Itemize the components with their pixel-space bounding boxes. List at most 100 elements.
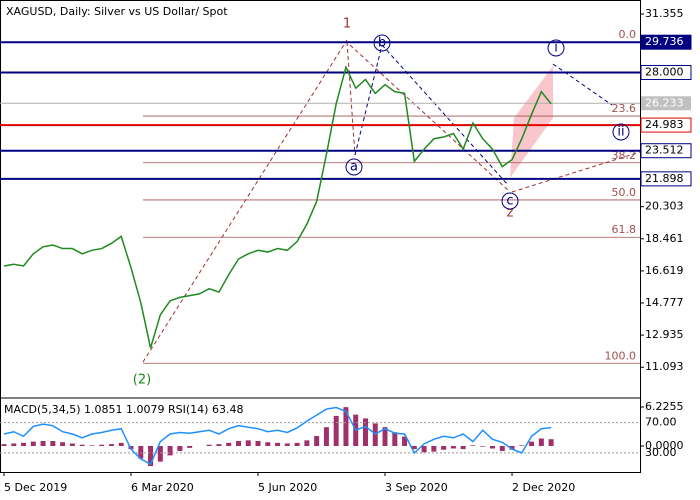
wave-label: a bbox=[350, 160, 358, 175]
wave-circle bbox=[345, 158, 363, 176]
macd-bar bbox=[509, 445, 515, 450]
macd-bar bbox=[245, 440, 251, 446]
macd-bar bbox=[1, 444, 7, 446]
wave-label: (2) bbox=[133, 373, 151, 388]
wave-line bbox=[349, 44, 509, 191]
rsi-tick-label: 70.00 bbox=[645, 416, 677, 429]
x-tick-label: 2 Dec 2020 bbox=[512, 481, 575, 494]
macd-bar bbox=[89, 445, 95, 446]
macd-bar bbox=[60, 442, 66, 446]
macd-bar bbox=[226, 442, 232, 446]
level-box bbox=[640, 117, 692, 133]
y-tick-label: 11.093 bbox=[645, 360, 684, 373]
chart-title: XAGUSD, Daily: Silver vs US Dollar/ Spot bbox=[6, 5, 228, 18]
macd-bar bbox=[21, 442, 27, 446]
price-line bbox=[3, 65, 552, 349]
macd-bar bbox=[460, 445, 466, 450]
macd-bar bbox=[441, 445, 447, 450]
wave-lines bbox=[142, 39, 641, 363]
macd-bar bbox=[538, 438, 544, 446]
fib-label: 100.0 bbox=[605, 349, 637, 362]
macd-bar bbox=[548, 439, 554, 446]
macd-bar bbox=[402, 436, 408, 446]
wave-label: ii bbox=[617, 125, 624, 140]
macd-bar bbox=[50, 440, 56, 446]
level-box bbox=[640, 143, 692, 159]
y-tick-label: 12.935 bbox=[645, 328, 684, 341]
x-tick-label: 3 Sep 2020 bbox=[385, 481, 448, 494]
macd-bar bbox=[30, 441, 36, 446]
macd-bar bbox=[480, 445, 486, 447]
macd-bar bbox=[235, 440, 241, 446]
macd-bar bbox=[343, 407, 349, 446]
y-tick-label: 18.461 bbox=[645, 232, 684, 245]
macd-bar bbox=[108, 444, 114, 446]
wave-line bbox=[552, 63, 613, 106]
x-tick-label: 5 Dec 2019 bbox=[4, 481, 67, 494]
wave-circle bbox=[501, 192, 519, 210]
macd-bar bbox=[275, 442, 281, 446]
rsi-line bbox=[3, 406, 552, 466]
wave-line bbox=[354, 44, 383, 156]
level-label: 28.000 bbox=[645, 65, 684, 78]
macd-bar bbox=[11, 443, 17, 446]
macd-bar bbox=[157, 445, 163, 462]
fib-label: 0.0 bbox=[619, 28, 637, 41]
wave-label: c bbox=[506, 194, 513, 209]
macd-bar bbox=[382, 427, 388, 446]
macd-bar bbox=[148, 445, 154, 467]
macd-bar bbox=[216, 444, 222, 446]
macd-bar bbox=[284, 443, 290, 446]
macd-bar bbox=[177, 445, 183, 452]
macd-bar bbox=[470, 445, 476, 446]
wave-line bbox=[511, 151, 641, 193]
level-label: 21.898 bbox=[645, 172, 684, 185]
macd-bar bbox=[294, 442, 300, 446]
current-price-label: 26.233 bbox=[645, 96, 684, 109]
macd-bar bbox=[99, 444, 105, 446]
current-price-box bbox=[641, 96, 691, 111]
wave-label: 1 bbox=[343, 17, 351, 32]
y-tick-label: 16.619 bbox=[645, 264, 684, 277]
level-label: 24.983 bbox=[645, 118, 684, 131]
macd-tick-label: 0.0000 bbox=[645, 439, 684, 452]
indicator-title: MACD(5,34,5) 1.0851 1.0079 RSI(14) 63.48 bbox=[4, 403, 243, 416]
wave-line bbox=[346, 41, 356, 156]
macd-bar bbox=[314, 435, 320, 446]
macd-bar bbox=[206, 444, 212, 446]
macd-bar bbox=[392, 432, 398, 446]
macd-bar bbox=[118, 442, 124, 446]
macd-bar bbox=[499, 445, 505, 452]
rsi-tick-label: 30.00 bbox=[645, 446, 677, 459]
fib-label: 61.8 bbox=[612, 223, 637, 236]
macd-bar bbox=[69, 443, 75, 446]
macd-bar bbox=[519, 445, 525, 446]
wave-labels: 1 (2) a b c z i ii bbox=[133, 17, 630, 388]
wave-circle bbox=[373, 34, 391, 52]
macd-tick-label: 6.2255 bbox=[645, 400, 684, 413]
wave-circle bbox=[547, 39, 565, 57]
macd-bar bbox=[255, 440, 261, 446]
fib-label: 50.0 bbox=[612, 186, 637, 199]
macd-bar bbox=[490, 445, 495, 449]
macd-bar bbox=[265, 442, 271, 446]
wave-line bbox=[142, 39, 348, 363]
macd-bar bbox=[138, 445, 144, 459]
wave-label: i bbox=[554, 41, 558, 56]
macd-bar bbox=[362, 418, 368, 446]
macd-bar bbox=[411, 445, 417, 450]
wave-label: b bbox=[378, 36, 386, 51]
fib-label: 38.2 bbox=[612, 149, 637, 162]
wave-line bbox=[381, 44, 509, 186]
macd-bar bbox=[450, 445, 456, 449]
level-box bbox=[640, 64, 692, 80]
level-label: 23.512 bbox=[645, 144, 684, 157]
plot-frame bbox=[0, 0, 641, 473]
level-box bbox=[640, 171, 692, 187]
macd-bar bbox=[304, 440, 310, 446]
y-tick-label: 31.355 bbox=[645, 7, 684, 20]
fib-label: 23.6 bbox=[612, 102, 637, 115]
level-box bbox=[640, 34, 692, 50]
